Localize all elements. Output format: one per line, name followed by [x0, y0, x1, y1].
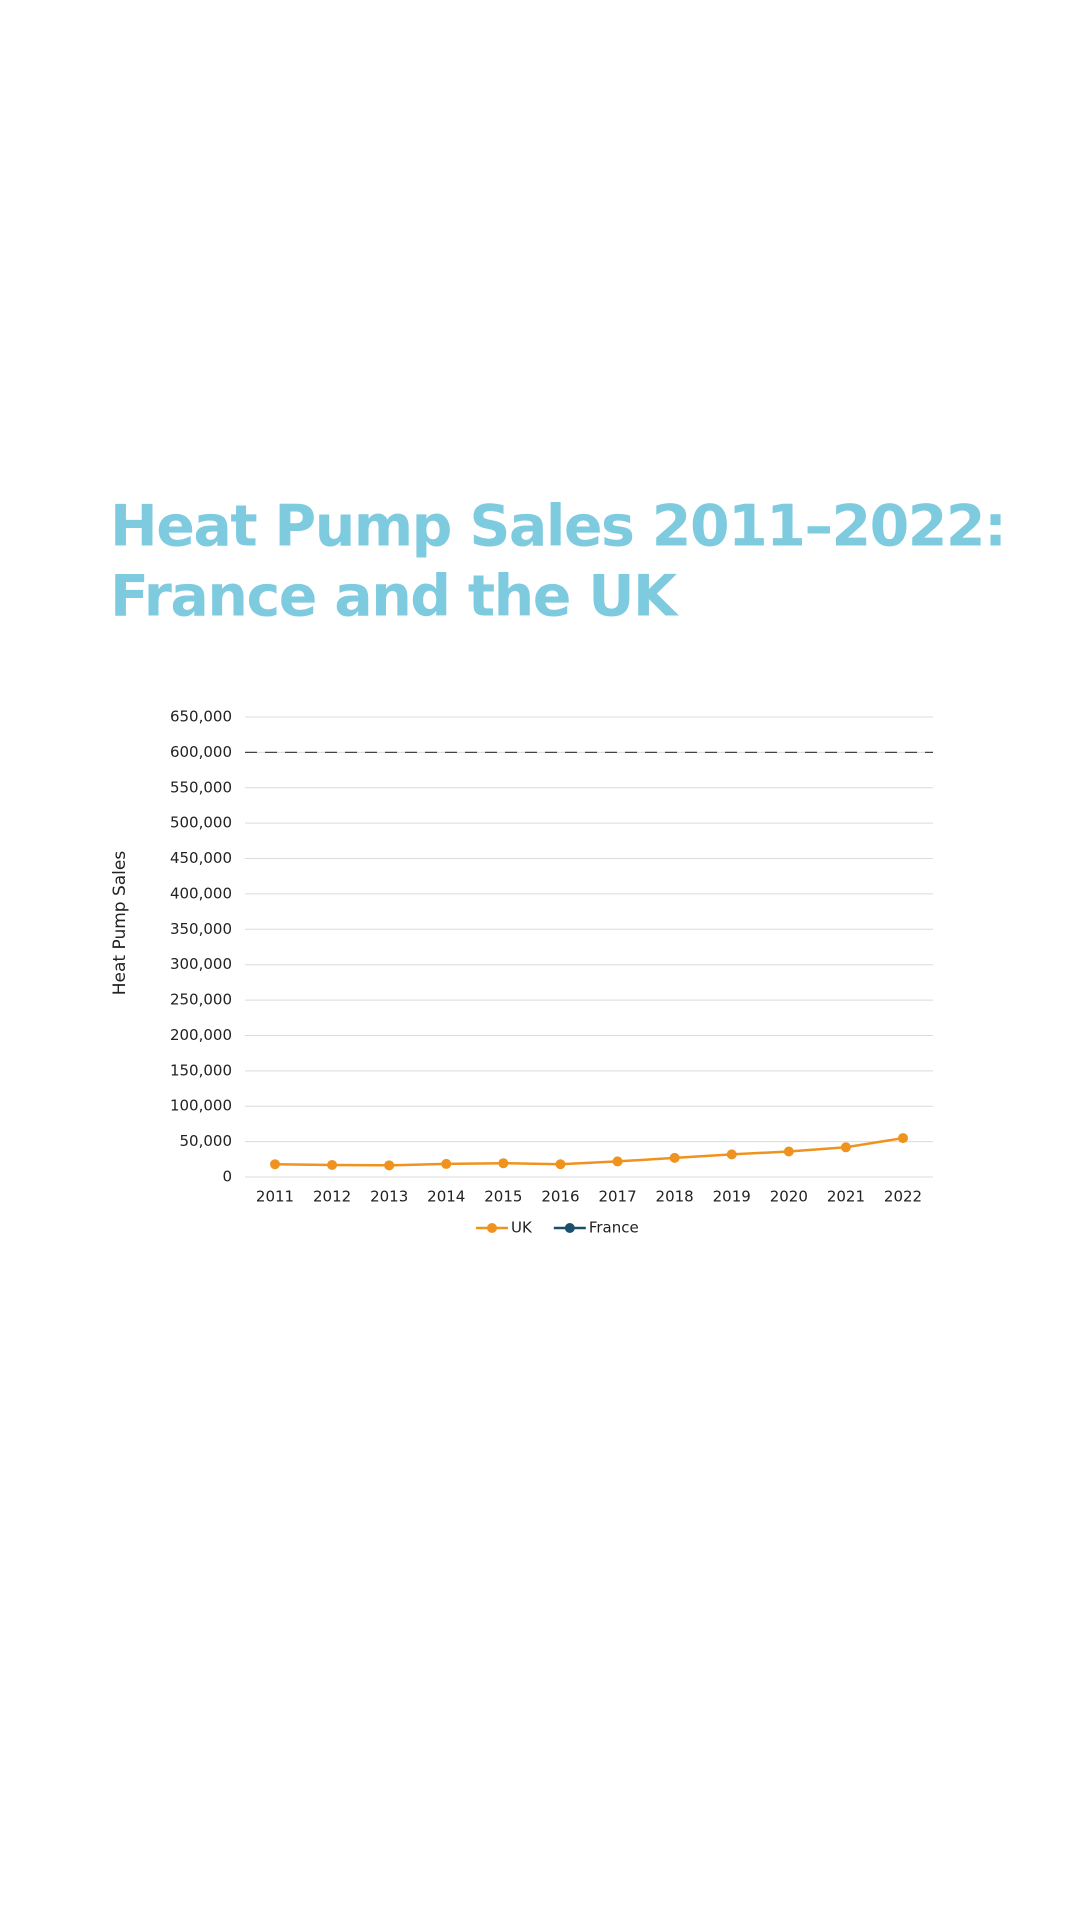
data-point — [898, 1133, 908, 1144]
y-tick-label: 400,000 — [170, 884, 232, 902]
y-tick-label: 500,000 — [170, 814, 232, 832]
x-tick-label: 2015 — [484, 1188, 522, 1206]
chart-title: Heat Pump Sales 2011–2022: — [110, 494, 1005, 560]
data-point — [726, 1149, 737, 1160]
y-tick-label: 350,000 — [170, 920, 232, 938]
legend-label: France — [589, 1219, 639, 1237]
chart-title: France and the UK — [110, 564, 679, 630]
y-tick-label: 0 — [222, 1168, 232, 1186]
y-tick-label: 600,000 — [170, 743, 232, 761]
y-tick-label: 450,000 — [170, 849, 232, 867]
legend-label: UK — [511, 1219, 533, 1237]
data-point — [270, 1159, 280, 1170]
x-tick-label: 2016 — [541, 1188, 579, 1206]
y-axis-label: Heat Pump Sales — [110, 851, 130, 996]
x-tick-label: 2017 — [598, 1188, 636, 1206]
y-tick-label: 250,000 — [170, 991, 232, 1009]
y-tick-label: 550,000 — [170, 778, 232, 796]
legend-marker — [487, 1223, 497, 1233]
data-point — [783, 1146, 794, 1157]
x-tick-label: 2022 — [884, 1188, 922, 1206]
y-tick-label: 650,000 — [170, 708, 232, 726]
data-point — [555, 1159, 566, 1170]
y-tick-label: 50,000 — [180, 1132, 233, 1150]
data-point — [384, 1160, 395, 1171]
data-point — [669, 1152, 680, 1163]
y-tick-label: 100,000 — [170, 1097, 232, 1115]
data-point — [840, 1142, 851, 1153]
y-tick-label: 200,000 — [170, 1026, 232, 1044]
x-tick-label: 2011 — [256, 1188, 294, 1206]
data-point — [498, 1158, 509, 1169]
legend-marker — [564, 1223, 575, 1233]
series-line — [274, 1136, 904, 1167]
x-tick-label: 2018 — [656, 1188, 694, 1206]
data-point — [612, 1156, 623, 1167]
x-tick-label: 2012 — [313, 1188, 351, 1206]
x-tick-label: 2021 — [827, 1188, 865, 1206]
data-point — [441, 1158, 452, 1169]
x-tick-label: 2014 — [427, 1188, 465, 1206]
x-tick-label: 2020 — [770, 1188, 808, 1206]
data-point — [327, 1159, 338, 1170]
x-tick-label: 2013 — [370, 1188, 408, 1206]
y-tick-label: 300,000 — [170, 955, 232, 973]
x-tick-label: 2019 — [713, 1188, 751, 1206]
y-tick-label: 150,000 — [170, 1061, 232, 1079]
